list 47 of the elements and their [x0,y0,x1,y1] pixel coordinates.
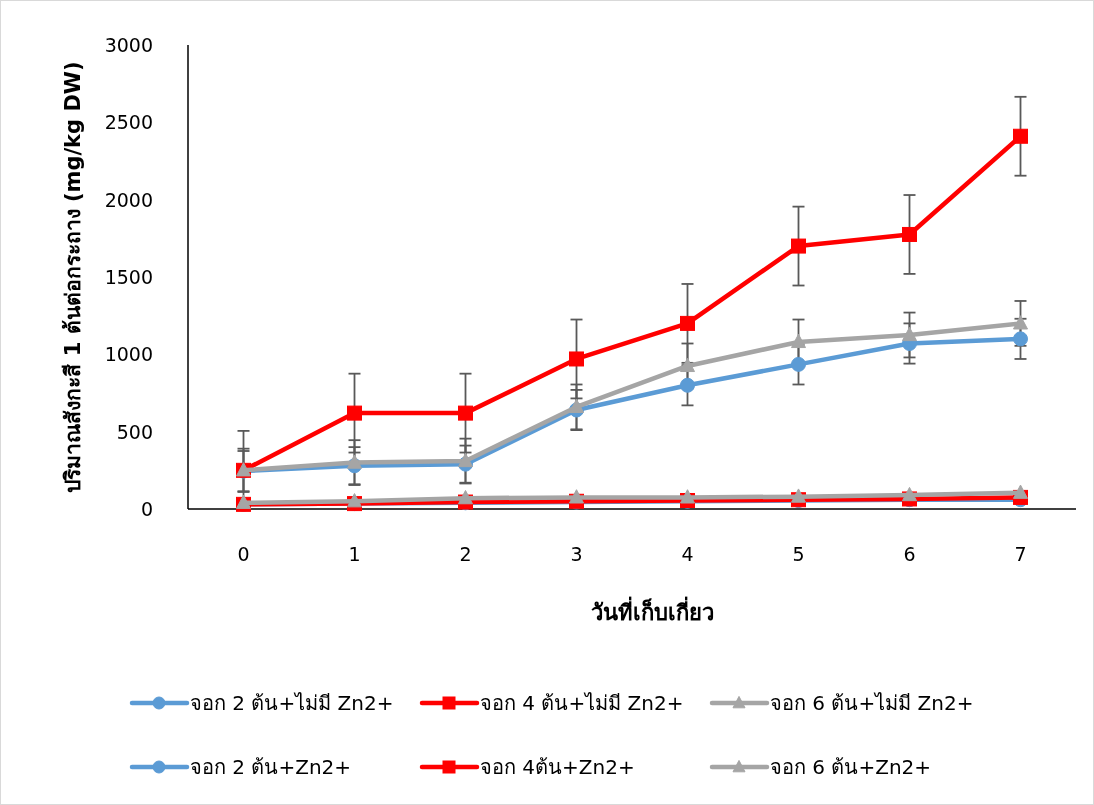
point [347,454,362,469]
point [902,486,917,502]
point [1013,128,1028,144]
point [680,377,695,393]
legend-label: จอก 2 ต้น+ไม่มี Zn2+ [190,691,394,715]
x-tick-label: 6 [903,543,916,565]
point [458,405,473,421]
legend-label: จอก 6 ต้น+Zn2+ [770,755,932,779]
point [569,489,584,504]
y-tick-label: 1000 [104,343,153,366]
x-tick-label: 3 [570,543,583,565]
point [680,489,695,504]
point [458,452,473,468]
point [791,488,806,503]
y-tick-label: 2000 [104,188,153,211]
point [902,326,917,342]
y-tick-label: 3000 [104,34,153,56]
legend-label: จอก 4 ต้น+ไม่มี Zn2+ [480,691,684,715]
x-tick-label: 1 [348,543,361,565]
x-tick-label: 0 [237,543,250,565]
y-tick-label: 0 [140,498,153,520]
point [791,333,806,349]
legend-label: จอก 4ต้น+Zn2+ [480,755,635,779]
point [1013,331,1028,347]
x-tick-label: 5 [792,543,805,565]
y-axis-title: ปริมาณสังกะสี 1 ต้นต่อกระถาง (mg/kg DW) [61,61,85,493]
point [902,226,917,242]
x-axis-title: วันที่เก็บเกี่ยว [590,596,714,625]
point [680,357,695,373]
point [347,493,362,508]
point [1013,315,1028,330]
y-tick-label: 1500 [104,266,153,288]
point [569,351,584,367]
point [791,356,806,372]
point [1013,484,1028,499]
point [680,315,695,331]
y-tick-label: 2500 [104,111,153,134]
point [791,238,806,254]
point [458,489,473,505]
x-tick-label: 7 [1014,543,1027,565]
point [347,405,362,421]
y-tick-label: 500 [116,420,153,443]
x-tick-label: 4 [681,543,694,565]
legend-label: จอก 6 ต้น+ไม่มี Zn2+ [770,691,974,715]
x-tick-label: 2 [459,543,472,565]
legend-label: จอก 2 ต้น+Zn2+ [190,755,352,779]
point [569,398,584,414]
